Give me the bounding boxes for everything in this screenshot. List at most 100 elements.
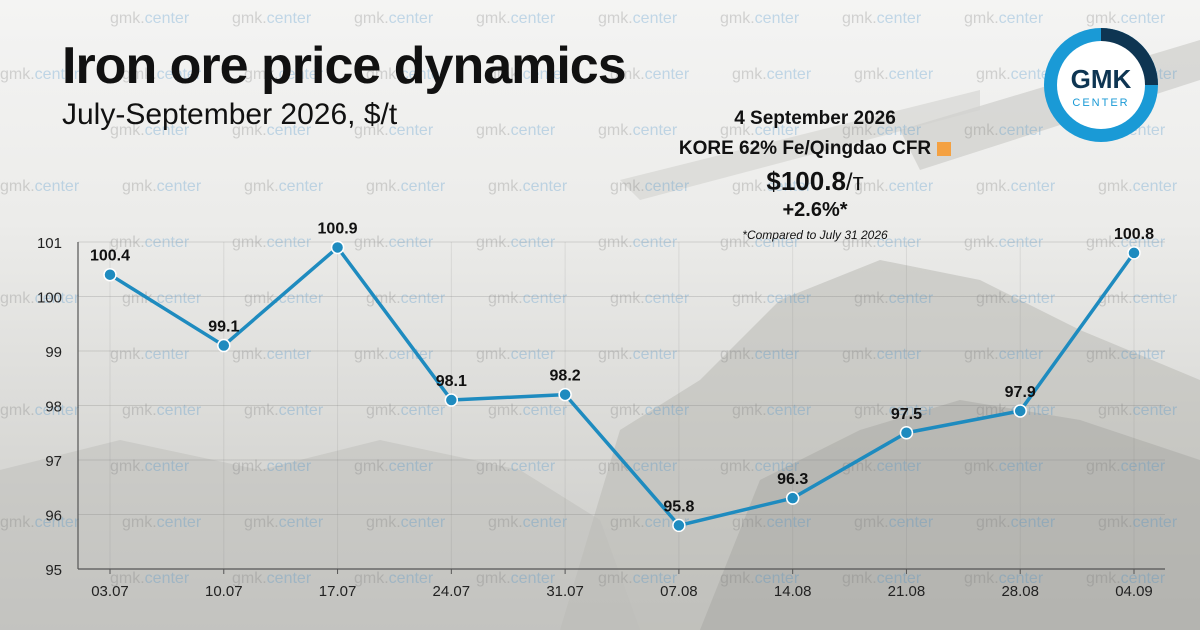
legend-square-icon (937, 141, 952, 156)
y-tick-label: 98 (45, 399, 62, 416)
watermark-text: gmk.center (842, 234, 922, 251)
watermark-text: gmk.center (232, 346, 312, 363)
watermark-text: gmk.center (110, 458, 190, 475)
watermark-text: gmk.center (1098, 290, 1178, 307)
watermark-text: gmk.center (232, 234, 312, 251)
data-label: 98.2 (550, 368, 581, 385)
watermark-text: gmk.center (232, 10, 312, 27)
watermark-text: gmk.center (232, 458, 312, 475)
watermark-text: gmk.center (354, 458, 434, 475)
x-tick-label: 28.08 (1001, 583, 1039, 600)
watermark-text: gmk.center (476, 458, 556, 475)
watermark-text: gmk.center (122, 402, 202, 419)
data-point (330, 240, 345, 255)
data-label: 95.8 (663, 498, 694, 515)
watermark-text: gmk.center (732, 66, 812, 83)
watermark-text: gmk.center (964, 458, 1044, 475)
watermark-text: gmk.center (110, 346, 190, 363)
y-tick-label: 101 (37, 235, 62, 252)
page-title: Iron ore price dynamics (62, 37, 627, 95)
data-label: 97.9 (1005, 384, 1036, 401)
logo-text-bottom: CENTER (1072, 97, 1129, 109)
y-tick-label: 96 (45, 508, 62, 525)
watermark-text: gmk.center (976, 290, 1056, 307)
watermark-text: gmk.center (610, 290, 690, 307)
watermark-text: gmk.center (1098, 178, 1178, 195)
watermark-text: gmk.center (366, 514, 446, 531)
watermark-text: gmk.center (366, 178, 446, 195)
data-point (217, 338, 231, 353)
watermark-text: gmk.center (488, 514, 568, 531)
logo-center (1057, 41, 1145, 129)
data-label: 100.8 (1114, 226, 1154, 243)
watermark-text: gmk.center (964, 570, 1044, 587)
data-label: 99.1 (208, 319, 239, 336)
page-subtitle: July-September 2026, $/t (62, 98, 398, 131)
watermark-text: gmk.center (1098, 514, 1178, 531)
data-label: 100.4 (90, 248, 130, 265)
watermark-text: gmk.center (122, 290, 202, 307)
info-date: 4 September 2026 (734, 108, 896, 129)
y-tick-label: 97 (45, 453, 62, 470)
info-note: *Compared to July 31 2026 (742, 228, 888, 242)
watermark-text: gmk.center (110, 10, 190, 27)
watermark-text: gmk.center (122, 178, 202, 195)
x-tick-label: 03.07 (91, 583, 129, 600)
data-point (785, 491, 800, 505)
x-tick-label: 04.09 (1115, 583, 1153, 600)
watermark-text: gmk.center (598, 10, 678, 27)
watermark-text: gmk.center (122, 66, 202, 83)
watermark-text: gmk.center (854, 514, 934, 531)
x-tick-label: 31.07 (546, 583, 584, 600)
watermark-text: gmk.center (244, 514, 324, 531)
data-label: 97.5 (891, 406, 922, 423)
watermark-text: gmk.center (354, 10, 434, 27)
watermark-text: gmk.center (854, 290, 934, 307)
watermark-text: gmk.center (964, 346, 1044, 363)
watermark-text: gmk.center (720, 570, 800, 587)
watermark-text: gmk.center (842, 570, 922, 587)
info-price: $100.8/т (660, 166, 970, 197)
watermark-text: gmk.center (354, 122, 434, 139)
watermark-text: gmk.center (732, 514, 812, 531)
logo-text-top: GMK (1071, 64, 1132, 94)
watermark-text: gmk.center (122, 514, 202, 531)
watermark-text: gmk.center (854, 178, 934, 195)
data-point (1013, 404, 1027, 418)
watermark-text: gmk.center (610, 178, 690, 195)
watermark-text: gmk.center (244, 66, 324, 83)
watermark-text: gmk.center (110, 234, 190, 251)
watermark-text: gmk.center (488, 290, 568, 307)
price-info-box: 4 September 2026 KORE 62% Fe/Qingdao CFR… (660, 108, 970, 242)
watermark-text: gmk.center (598, 234, 678, 251)
data-point (899, 426, 914, 440)
watermark-text: gmk.center (476, 10, 556, 27)
series-line (109, 245, 1136, 528)
data-point (103, 267, 117, 282)
watermark-text: gmk.center (0, 402, 80, 419)
x-tick-label: 14.08 (774, 583, 812, 600)
watermark-text: gmk.center (0, 66, 80, 83)
data-point (444, 393, 459, 407)
watermark-text: gmk.center (732, 402, 812, 419)
watermark-text: gmk.center (232, 570, 312, 587)
data-label: 100.9 (318, 220, 358, 237)
watermark-text: gmk.center (720, 234, 800, 251)
gmk-center-logo: GMK CENTER (1044, 28, 1158, 142)
x-tick-label: 17.07 (319, 583, 357, 600)
x-tick-label: 24.07 (433, 583, 471, 600)
watermark-text: gmk.center (720, 122, 800, 139)
y-tick-label: 95 (45, 562, 62, 579)
watermark-text: gmk.center (488, 178, 568, 195)
watermark-text: gmk.center (598, 122, 678, 139)
watermark-text: gmk.center (1086, 10, 1166, 27)
watermark-text: gmk.center (976, 66, 1056, 83)
watermark-text: gmk.center (232, 122, 312, 139)
watermark-text: gmk.center (110, 122, 190, 139)
watermark-text: gmk.center (488, 402, 568, 419)
x-tick-label: 07.08 (660, 583, 698, 600)
watermark-text: gmk.center (110, 570, 190, 587)
info-change: +2.6%* (782, 199, 848, 221)
